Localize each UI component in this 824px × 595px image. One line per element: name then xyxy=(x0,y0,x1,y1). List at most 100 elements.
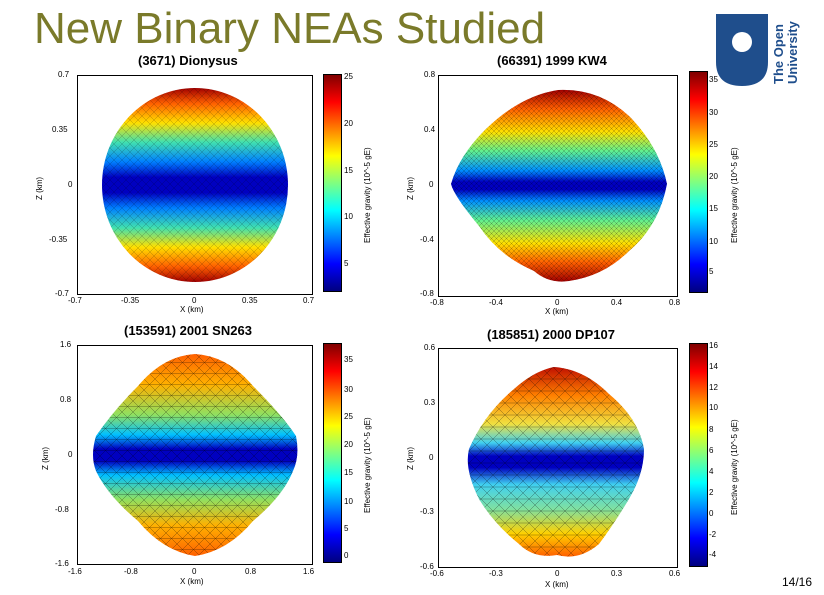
p4-cbtick: 8 xyxy=(709,425,714,434)
p1-ylabel: Z (km) xyxy=(35,176,44,200)
p2-xtick: 0.4 xyxy=(611,298,623,307)
p3-ytick: -1.6 xyxy=(55,559,69,568)
p2-xtick: 0.8 xyxy=(669,298,681,307)
panel-4-axes xyxy=(438,348,678,568)
p1-xlabel: X (km) xyxy=(180,305,204,314)
p1-xtick: 0.35 xyxy=(242,296,258,305)
p2-cbtick: 10 xyxy=(709,237,718,246)
p1-xtick: -0.35 xyxy=(121,296,140,305)
p3-cbtick: 10 xyxy=(344,497,353,506)
p3-ylabel: Z (km) xyxy=(41,446,50,470)
p3-ytick: 0 xyxy=(68,450,73,459)
p4-cbtick: 16 xyxy=(709,341,718,350)
p4-colorbar xyxy=(689,343,708,567)
p3-cbtick: 0 xyxy=(344,551,349,560)
p1-cbar-label: Effective gravity (10^-5 gE) xyxy=(363,147,372,243)
p2-cbtick: 20 xyxy=(709,172,718,181)
p3-cbtick: 5 xyxy=(344,524,349,533)
p3-ytick: 0.8 xyxy=(60,395,72,404)
p2-cbtick: 25 xyxy=(709,140,718,149)
p1-cbtick: 15 xyxy=(344,166,353,175)
p2-ytick: 0 xyxy=(429,180,434,189)
p4-cbtick: -2 xyxy=(709,530,717,539)
p3-xlabel: X (km) xyxy=(180,577,204,586)
p3-ytick: 1.6 xyxy=(60,340,72,349)
p1-xtick: 0 xyxy=(192,296,197,305)
p3-cbtick: 35 xyxy=(344,355,353,364)
p4-xtick: 0.3 xyxy=(611,569,623,578)
p1-ytick: -0.7 xyxy=(55,289,69,298)
p1-cbtick: 10 xyxy=(344,212,353,221)
p4-cbtick: 2 xyxy=(709,488,714,497)
p4-cbar-label: Effective gravity (10^-5 gE) xyxy=(730,419,739,515)
p2-cbtick: 15 xyxy=(709,204,718,213)
p2-ytick: 0.8 xyxy=(424,70,436,79)
logo-shield-icon xyxy=(716,14,768,86)
panel-3-title: (153591) 2001 SN263 xyxy=(124,323,252,338)
p1-ytick: -0.35 xyxy=(49,235,68,244)
p2-ytick: -0.4 xyxy=(420,235,434,244)
p4-xtick: 0 xyxy=(555,569,560,578)
p4-cbtick: -4 xyxy=(709,550,717,559)
p2-cbtick: 30 xyxy=(709,108,718,117)
p1-xtick: -0.7 xyxy=(68,296,82,305)
slide-title: New Binary NEAs Studied xyxy=(34,4,546,53)
p3-cbar-label: Effective gravity (10^-5 gE) xyxy=(363,417,372,513)
p4-xtick: -0.6 xyxy=(430,569,444,578)
p4-ylabel: Z (km) xyxy=(406,446,415,470)
p3-xtick: -1.6 xyxy=(68,567,82,576)
panel-4-title: (185851) 2000 DP107 xyxy=(487,327,615,342)
p4-ytick: 0 xyxy=(429,453,434,462)
p4-cbtick: 10 xyxy=(709,403,718,412)
p3-xtick: 0.8 xyxy=(245,567,257,576)
p2-colorbar xyxy=(689,71,708,293)
page-number: 14/16 xyxy=(781,575,812,589)
p3-cbtick: 30 xyxy=(344,385,353,394)
p1-ytick: 0.35 xyxy=(52,125,68,134)
p4-cbtick: 4 xyxy=(709,467,714,476)
p4-cbtick: 14 xyxy=(709,362,718,371)
p2-xtick: -0.4 xyxy=(489,298,503,307)
p3-cbtick: 15 xyxy=(344,468,353,477)
p4-ytick: -0.6 xyxy=(420,562,434,571)
panel-2-title: (66391) 1999 KW4 xyxy=(497,53,607,68)
p1-ytick: 0.7 xyxy=(58,70,70,79)
p1-colorbar xyxy=(323,74,342,292)
panel-3-axes xyxy=(77,345,313,565)
p4-xtick: 0.6 xyxy=(669,569,681,578)
panel-2-axes xyxy=(438,75,678,297)
panel-1-axes xyxy=(77,75,313,295)
p2-xlabel: X (km) xyxy=(545,307,569,316)
p3-xtick: 0 xyxy=(192,567,197,576)
p2-ytick: 0.4 xyxy=(424,125,436,134)
logo-text: The Open University xyxy=(771,21,800,84)
p3-colorbar xyxy=(323,343,342,563)
p3-cbtick: 20 xyxy=(344,440,353,449)
panel-1-title: (3671) Dionysus xyxy=(138,53,238,68)
p2-cbar-label: Effective gravity (10^-5 gE) xyxy=(730,147,739,243)
p2-xtick: -0.8 xyxy=(430,298,444,307)
p2-cbtick: 35 xyxy=(709,75,718,84)
p4-ytick: 0.6 xyxy=(424,343,436,352)
p3-xtick: -0.8 xyxy=(124,567,138,576)
p1-cbtick: 25 xyxy=(344,72,353,81)
p1-cbtick: 20 xyxy=(344,119,353,128)
logo-line-2: University xyxy=(785,21,800,84)
logo-line-1: The Open xyxy=(771,24,786,84)
p1-cbtick: 5 xyxy=(344,259,349,268)
p2-ylabel: Z (km) xyxy=(406,176,415,200)
p4-cbtick: 0 xyxy=(709,509,714,518)
p4-ytick: 0.3 xyxy=(424,398,436,407)
p4-cbtick: 12 xyxy=(709,383,718,392)
p1-xtick: 0.7 xyxy=(303,296,315,305)
p3-ytick: -0.8 xyxy=(55,505,69,514)
p4-cbtick: 6 xyxy=(709,446,714,455)
p2-xtick: 0 xyxy=(555,298,560,307)
open-university-logo: The Open University xyxy=(714,12,806,88)
p4-xlabel: X (km) xyxy=(545,580,569,589)
p3-xtick: 1.6 xyxy=(303,567,315,576)
p2-ytick: -0.8 xyxy=(420,289,434,298)
p3-cbtick: 25 xyxy=(344,412,353,421)
p4-xtick: -0.3 xyxy=(489,569,503,578)
p1-ytick: 0 xyxy=(68,180,73,189)
